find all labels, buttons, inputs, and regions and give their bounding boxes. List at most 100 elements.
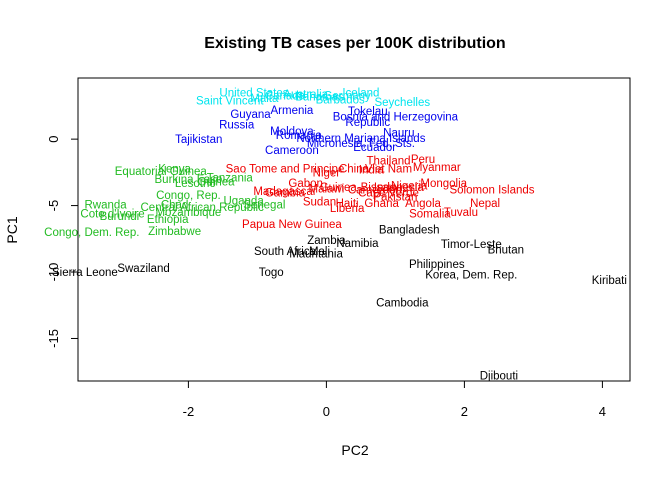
point-label: Cambodia xyxy=(376,298,429,310)
point-label: Bhutan xyxy=(488,244,524,256)
point-label: Malawi xyxy=(309,183,345,195)
point-label: Djibouti xyxy=(480,371,518,383)
point-label: Burundi xyxy=(100,211,140,223)
point-label: Liberia xyxy=(330,203,365,215)
point-label: Uganda xyxy=(223,195,264,207)
point-label: Nepal xyxy=(470,198,500,210)
point-label: Timor-Leste xyxy=(441,239,502,251)
point-label: Gabon xyxy=(288,178,323,190)
point-label: Iceland xyxy=(342,88,379,100)
point-label: Pakistan xyxy=(373,191,417,203)
y-axis: -15 -10 -5 0 xyxy=(46,136,78,348)
point-label: Nauru xyxy=(383,127,414,139)
point-label: Ethiopia xyxy=(147,214,189,226)
point-label: United States xyxy=(219,88,288,100)
point-label: Mongolia xyxy=(420,178,467,190)
point-label: Sao Tome and Principe xyxy=(226,163,345,175)
point-label: Congo, Dem. Rep. xyxy=(44,227,139,239)
point-label: Viet Nam xyxy=(365,163,412,175)
point-label: Peru xyxy=(411,154,435,166)
y-tick-label: -10 xyxy=(46,263,61,282)
point-label: Gambia xyxy=(265,187,306,199)
point-label: Tuvalu xyxy=(444,207,478,219)
x-axis: -2 0 2 4 xyxy=(183,381,606,419)
point-label: Indonesia xyxy=(374,182,424,194)
point-label: Bahamas xyxy=(295,92,344,104)
point-label: Lesotho xyxy=(175,178,216,190)
point-label: India xyxy=(359,165,385,177)
point-label: South Africa xyxy=(254,246,317,258)
y-tick-label: -15 xyxy=(46,329,61,348)
point-label: Somalia xyxy=(409,209,451,221)
point-label: Tajikistan xyxy=(175,134,222,146)
point-label: Ecuador xyxy=(353,142,396,154)
point-label: Sierra Leone xyxy=(52,267,118,279)
point-label: Micronesia, Fed. Sts. xyxy=(307,138,415,150)
point-label: Germany xyxy=(323,90,371,102)
point-label: Equatorial Guinea xyxy=(115,166,208,178)
point-label: Sudan xyxy=(303,197,336,209)
y-axis-label: PC1 xyxy=(4,216,20,243)
point-label: Philippines xyxy=(409,259,465,271)
point-label: Togo xyxy=(259,267,284,279)
point-label: Guinea xyxy=(197,177,235,189)
point-label: Mozambique xyxy=(155,207,221,219)
point-label: Canada xyxy=(265,90,306,102)
point-label: Republic xyxy=(345,117,390,129)
point-label: China xyxy=(339,163,370,175)
y-tick-label: -5 xyxy=(46,200,61,212)
points-layer: Djibouti Kiribati Cambodia Korea, Dem. Rep.… xyxy=(44,88,627,383)
point-label: Cameroon xyxy=(265,145,319,157)
point-label: Mauritania xyxy=(289,248,343,260)
point-label: Bangladesh xyxy=(379,225,440,237)
point-label: Kiribati xyxy=(592,275,627,287)
plot-frame xyxy=(77,77,631,382)
point-label: Niger xyxy=(313,167,341,179)
point-label: Tanzania xyxy=(207,173,254,185)
point-label: Angola xyxy=(405,198,441,210)
point-label: Barbados xyxy=(316,94,365,106)
point-label: Chad xyxy=(161,199,189,211)
point-label: Armenia xyxy=(270,105,313,117)
point-label: Zambia xyxy=(307,235,346,247)
point-label: Burkina Faso xyxy=(155,174,223,186)
point-label: Malta xyxy=(250,93,279,105)
y-tick-label: 0 xyxy=(46,136,61,143)
point-label: Guyana xyxy=(230,109,271,121)
point-label: Seychelles xyxy=(374,97,430,109)
point-label: Cape Verde xyxy=(358,187,419,199)
point-label: Cameroon xyxy=(348,185,402,197)
point-label: Romania xyxy=(276,130,323,142)
point-label: Kenya xyxy=(158,163,191,175)
chart-title: Existing TB cases per 100K distribution xyxy=(204,35,505,52)
point-label: Korea, Dem. Rep. xyxy=(425,270,517,282)
point-label: Central African Republic xyxy=(141,202,265,214)
point-label: Saint Vincent xyxy=(196,96,264,108)
point-label: Northern Mariana Islands xyxy=(296,133,425,145)
point-label: Namibia xyxy=(336,238,379,250)
x-tick-label: -2 xyxy=(183,404,195,419)
point-label: Nigeria xyxy=(391,181,428,193)
point-label: Ghana xyxy=(364,198,399,210)
point-label: Senegal xyxy=(243,199,285,211)
point-label: Guinea-Bissau xyxy=(320,182,395,194)
point-label: Congo, Rep. xyxy=(156,190,221,202)
point-label: Tokelau xyxy=(348,106,388,118)
point-label: Zimbabwe xyxy=(148,226,201,238)
point-label: Thailand xyxy=(366,155,410,167)
x-tick-label: 4 xyxy=(599,404,606,419)
point-label: Madagascar xyxy=(253,186,316,198)
x-tick-label: 0 xyxy=(323,404,330,419)
point-label: Swaziland xyxy=(117,263,169,275)
point-label: Cote d'Ivoire xyxy=(80,209,144,221)
point-label: Rwanda xyxy=(84,199,127,211)
x-tick-label: 2 xyxy=(461,404,468,419)
point-label: Myanmar xyxy=(413,162,461,174)
point-label: Haiti xyxy=(336,198,359,210)
point-label: Papua New Guinea xyxy=(242,219,342,231)
point-label: Mali xyxy=(309,246,330,258)
point-label: Bosnia and Herzegovina xyxy=(333,112,459,124)
point-label: Australia xyxy=(283,89,328,101)
